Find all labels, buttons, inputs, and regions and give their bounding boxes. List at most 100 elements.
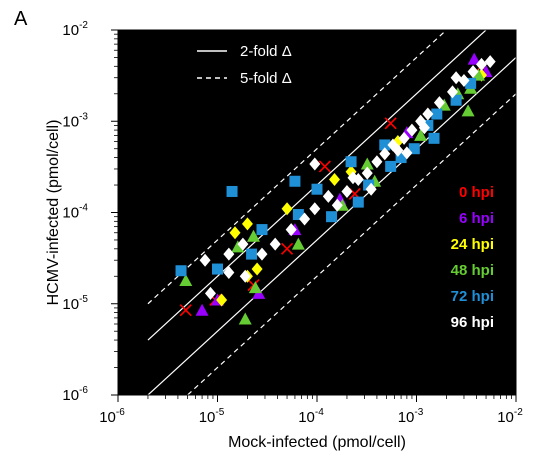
data-point (251, 262, 263, 276)
data-point (467, 52, 481, 65)
x-axis-title: Mock-infected (pmol/cell) (228, 434, 406, 451)
data-point (414, 128, 428, 141)
data-point (238, 312, 252, 325)
data-point (291, 237, 305, 250)
data-point (422, 107, 434, 121)
data-point (223, 247, 235, 261)
data-point (309, 157, 321, 171)
x-tick-exponent: -4 (315, 407, 324, 418)
data-point (256, 224, 268, 236)
y-tick-label: 10-2 (62, 20, 88, 39)
series-legend: 0 hpi 6 hpi 24 hpi 48 hpi 72 hpi 96 hpi (451, 184, 494, 331)
series-legend-label: 96 hpi (451, 314, 494, 331)
x-tick-exponent: -6 (116, 407, 125, 418)
y-tick-label: 10-6 (62, 385, 88, 404)
data-point (223, 266, 235, 280)
data-point (326, 211, 338, 223)
data-point (385, 160, 397, 172)
data-point (401, 146, 413, 160)
data-point (216, 293, 228, 307)
data-point (179, 273, 193, 286)
data-point (431, 108, 443, 120)
data-point (237, 237, 249, 251)
data-point (195, 303, 209, 316)
data-point (352, 196, 364, 208)
x-tick-label: 10-6 (99, 407, 125, 426)
data-point (256, 247, 268, 261)
data-point (392, 143, 404, 157)
data-point (285, 223, 297, 237)
data-point (371, 155, 383, 169)
data-point (347, 171, 359, 185)
data-point (428, 132, 440, 144)
data-point (363, 179, 375, 191)
y-tick-label: 10-3 (62, 111, 88, 130)
legend: 2-fold Δ 5-fold Δ (197, 43, 292, 87)
series-legend-label: 6 hpi (459, 210, 494, 227)
reference-line-five-fold (186, 93, 516, 395)
y-tick-label: 10-4 (62, 203, 88, 222)
panel-label: A (14, 8, 28, 30)
series-0 (179, 60, 488, 317)
data-point (465, 77, 477, 89)
data-point (280, 242, 294, 255)
x-tick-exponent: -3 (414, 407, 423, 418)
x-tick-exponent: -2 (514, 407, 523, 418)
x-tick-label: 10-3 (398, 407, 424, 426)
data-point (292, 209, 304, 221)
y-tick-exponent: -3 (79, 111, 88, 122)
data-point (226, 185, 238, 197)
y-tick-label: 10-5 (62, 294, 88, 313)
data-point (365, 182, 377, 196)
data-point (269, 237, 281, 251)
y-axis-title: HCMV-infected (pmol/cell) (45, 120, 62, 306)
data-point (360, 157, 374, 170)
reference-line-five-fold (147, 30, 448, 305)
series-legend-label: 24 hpi (451, 236, 494, 253)
data-point (246, 229, 260, 242)
y-tick-exponent: -2 (79, 20, 88, 31)
data-point (398, 131, 410, 145)
x-tick-exponent: -5 (215, 407, 224, 418)
data-point (361, 166, 373, 180)
data-point (204, 286, 216, 300)
series-legend-label: 0 hpi (459, 184, 494, 201)
series-legend-label: 72 hpi (451, 288, 494, 305)
data-point (299, 212, 311, 226)
data-point (461, 104, 475, 117)
data-point (246, 248, 258, 260)
x-tick-label: 10-2 (497, 407, 523, 426)
data-point (484, 55, 496, 69)
data-point (433, 96, 445, 110)
data-point (199, 253, 211, 267)
data-point (341, 184, 353, 198)
data-point (318, 160, 331, 173)
data-point (248, 281, 262, 294)
data-point (309, 202, 321, 216)
data-point (446, 85, 458, 99)
data-point (331, 198, 343, 212)
data-point (179, 304, 192, 317)
data-point (229, 226, 241, 240)
data-point (345, 156, 357, 168)
x-tick-label: 10-5 (199, 407, 225, 426)
legend-line-label: 5-fold Δ (240, 70, 292, 87)
y-tick-exponent: -6 (79, 385, 88, 396)
data-point (418, 121, 430, 135)
data-point (458, 73, 470, 87)
data-point (408, 143, 420, 155)
data-point (231, 240, 245, 253)
data-point (437, 98, 451, 111)
data-point (329, 172, 341, 186)
data-point (472, 68, 486, 81)
x-tick-label: 10-4 (298, 407, 324, 426)
reference-lines (147, 30, 516, 395)
data-point (379, 147, 391, 161)
data-point (241, 217, 253, 231)
data-points (175, 52, 496, 325)
data-point (450, 94, 462, 106)
series-legend-label: 48 hpi (451, 262, 494, 279)
y-tick-exponent: -4 (79, 203, 88, 214)
data-point (281, 202, 293, 216)
